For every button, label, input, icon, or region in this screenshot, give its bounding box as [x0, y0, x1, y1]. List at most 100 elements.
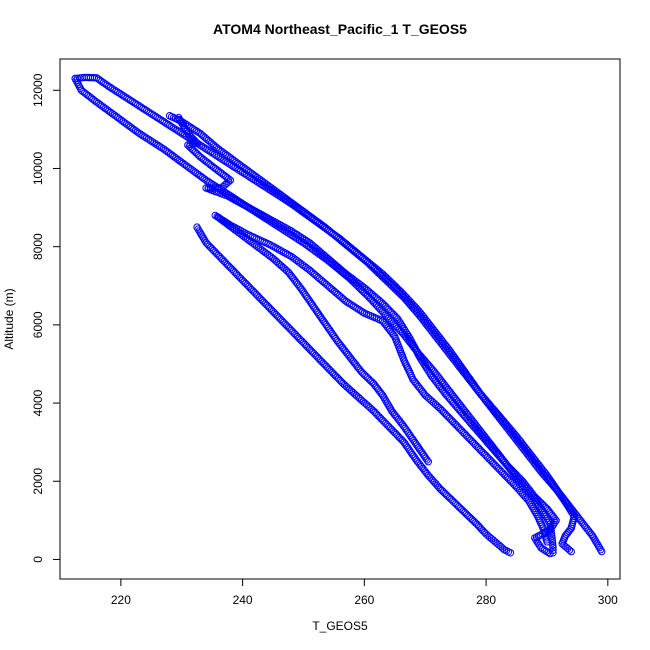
data-point — [296, 233, 305, 241]
data-point — [270, 243, 278, 251]
data-point — [165, 121, 174, 130]
data-point — [119, 92, 128, 100]
data-point — [415, 352, 423, 360]
data-point — [548, 539, 557, 547]
data-point — [272, 218, 280, 227]
data-point — [146, 109, 154, 117]
y-tick-label: 10000 — [31, 151, 45, 185]
data-point — [349, 302, 358, 310]
data-point — [400, 325, 408, 333]
data-point — [287, 227, 295, 235]
data-point — [384, 401, 392, 409]
x-tick-label: 280 — [476, 593, 496, 607]
x-tick-label: 240 — [233, 593, 253, 607]
data-point — [248, 206, 257, 214]
data-point — [201, 144, 209, 153]
data-point — [150, 139, 158, 147]
data-point — [137, 130, 145, 139]
data-point — [402, 329, 410, 337]
chart-title: ATOM4 Northeast_Pacific_1 T_GEOS5 — [213, 21, 467, 37]
data-point — [344, 298, 352, 307]
data-point — [229, 195, 237, 203]
data-point — [194, 225, 202, 233]
data-point — [195, 227, 203, 235]
data-point — [139, 132, 147, 140]
data-point — [141, 133, 149, 141]
data-point — [281, 249, 290, 257]
data-point — [254, 209, 263, 217]
data-point — [381, 395, 389, 403]
data-point — [425, 368, 433, 376]
data-point — [399, 323, 407, 331]
data-point — [346, 300, 354, 308]
data-point — [199, 233, 207, 241]
data-point — [395, 317, 403, 325]
data-point — [548, 522, 557, 530]
data-point — [114, 88, 122, 96]
data-point — [567, 547, 575, 556]
data-point — [135, 129, 143, 138]
data-point — [192, 127, 201, 135]
data-point — [156, 142, 164, 151]
data-point — [260, 212, 268, 220]
y-axis: 0 2000 4000 6000 8000 10000 12000 — [31, 73, 60, 563]
data-point — [302, 236, 310, 245]
y-tick-label: 2000 — [31, 468, 45, 495]
data-point — [498, 544, 507, 552]
data-point — [214, 153, 223, 161]
data-point — [416, 354, 424, 362]
y-axis-label: Altitude (m) — [2, 288, 16, 349]
data-point — [539, 545, 547, 553]
x-tick-label: 220 — [111, 593, 131, 607]
data-point — [549, 549, 557, 557]
data-point — [189, 124, 197, 133]
data-point — [181, 125, 190, 134]
data-point — [289, 228, 297, 236]
data-point — [565, 546, 574, 554]
data-point — [190, 126, 199, 134]
data-point — [294, 232, 303, 240]
data-point — [203, 145, 211, 154]
x-axis: 220 240 260 280 300 — [111, 579, 618, 607]
data-point — [531, 534, 539, 542]
data-point — [160, 118, 168, 126]
data-point — [154, 141, 162, 150]
data-point — [173, 126, 181, 135]
data-point — [351, 303, 359, 311]
data-point — [197, 231, 206, 239]
data-point — [106, 83, 115, 92]
data-point — [276, 220, 284, 229]
data-point — [383, 399, 391, 407]
data-point — [199, 143, 208, 151]
data-point — [178, 119, 186, 128]
data-point — [276, 246, 284, 254]
data-point — [594, 542, 602, 550]
data-point — [133, 101, 142, 109]
data-point — [291, 229, 299, 238]
data-point — [531, 508, 540, 517]
x-tick-label: 260 — [354, 593, 374, 607]
data-point — [142, 134, 151, 142]
data-point — [208, 149, 217, 157]
data-point — [424, 366, 432, 374]
data-point — [243, 202, 251, 211]
data-point — [421, 362, 429, 370]
data-point — [549, 541, 557, 550]
data-point — [110, 86, 118, 94]
data-point — [546, 549, 554, 558]
data-point — [358, 308, 367, 316]
data-point — [179, 121, 188, 130]
data-point — [155, 114, 163, 123]
data-point — [534, 540, 543, 548]
data-point — [382, 397, 390, 405]
data-point — [551, 515, 559, 523]
data-point — [420, 360, 428, 368]
data-point — [543, 538, 551, 546]
data-point — [258, 211, 266, 219]
data-point — [549, 544, 557, 552]
data-point — [146, 136, 155, 145]
plot-frame — [59, 58, 621, 580]
data-point — [202, 176, 210, 184]
data-point — [426, 370, 434, 378]
data-point — [125, 95, 133, 103]
